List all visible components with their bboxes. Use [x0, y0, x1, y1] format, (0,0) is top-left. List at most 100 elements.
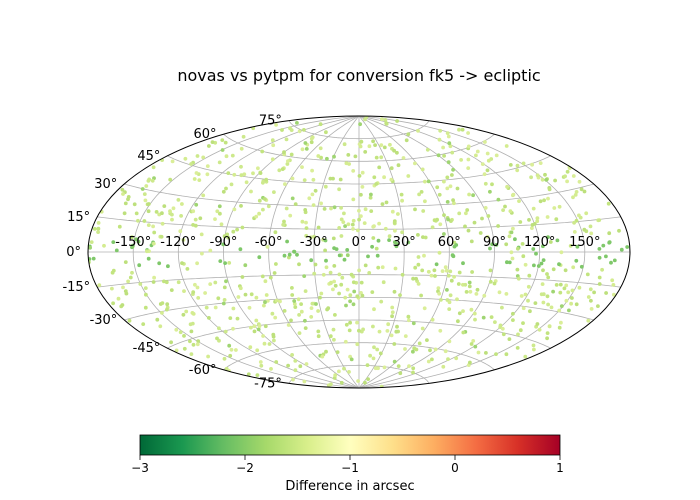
data-point — [492, 281, 497, 286]
data-point — [382, 365, 387, 370]
data-point — [200, 251, 204, 256]
data-point — [261, 207, 265, 212]
data-point — [400, 198, 404, 203]
longitude-gridline — [268, 116, 360, 388]
data-point — [523, 292, 528, 297]
data-point — [219, 222, 224, 227]
data-point — [320, 354, 325, 359]
data-point — [236, 295, 241, 299]
data-point — [159, 234, 164, 239]
data-point — [504, 352, 509, 357]
data-point — [359, 192, 363, 197]
data-point — [365, 363, 370, 367]
data-point — [442, 154, 446, 158]
data-point — [438, 328, 443, 333]
data-point — [437, 291, 442, 296]
data-point — [443, 349, 448, 354]
latitude-tick-label: -75° — [254, 376, 282, 391]
data-point — [297, 331, 302, 335]
data-point — [413, 265, 418, 270]
data-point — [455, 297, 459, 302]
data-point — [442, 179, 446, 184]
data-point — [376, 265, 381, 270]
data-point — [309, 315, 314, 319]
data-point — [337, 226, 342, 230]
data-point — [582, 227, 587, 232]
data-point — [290, 176, 295, 181]
data-point — [333, 313, 337, 317]
data-point — [452, 275, 456, 279]
data-point — [393, 266, 398, 271]
data-point — [111, 301, 115, 306]
data-point — [483, 181, 488, 186]
data-point — [318, 295, 322, 300]
data-point — [264, 293, 269, 297]
data-point — [531, 343, 536, 348]
data-point — [543, 172, 547, 177]
data-point — [411, 349, 415, 354]
data-point — [221, 301, 226, 306]
data-point — [485, 168, 490, 173]
data-point — [373, 366, 378, 371]
data-point — [309, 136, 314, 141]
longitude-gridline — [223, 116, 360, 388]
data-point — [178, 229, 183, 234]
data-point — [332, 337, 336, 342]
data-point — [568, 244, 573, 248]
data-point — [390, 209, 395, 214]
data-point — [482, 293, 487, 298]
data-point — [426, 269, 431, 274]
data-point — [195, 154, 200, 158]
data-point — [287, 252, 292, 257]
data-point — [374, 182, 379, 186]
data-point — [238, 247, 243, 252]
data-point — [523, 354, 528, 359]
data-point — [270, 138, 275, 143]
data-point — [300, 219, 305, 224]
data-point — [193, 223, 198, 228]
longitude-gridline — [358, 116, 405, 388]
data-point — [575, 244, 580, 249]
data-point — [450, 173, 454, 177]
data-point — [519, 294, 524, 298]
data-point — [111, 240, 116, 245]
data-point — [143, 305, 148, 310]
data-point — [351, 218, 356, 223]
data-point — [466, 157, 471, 162]
data-point — [384, 200, 389, 205]
data-point — [124, 291, 129, 296]
data-point — [271, 143, 276, 148]
data-point — [271, 332, 276, 337]
data-point — [293, 368, 298, 373]
data-point — [526, 284, 531, 289]
data-point — [482, 172, 487, 177]
data-point — [150, 178, 155, 183]
data-point — [474, 153, 478, 158]
data-point — [189, 162, 194, 166]
data-point — [316, 154, 321, 158]
data-point — [372, 307, 376, 312]
data-point — [127, 318, 132, 323]
data-point — [224, 186, 228, 191]
data-point — [565, 179, 569, 184]
data-point — [597, 255, 602, 260]
data-point — [449, 278, 454, 283]
data-point — [347, 328, 352, 333]
data-point — [232, 172, 237, 177]
data-point — [567, 308, 571, 313]
data-point — [222, 285, 227, 290]
data-point — [293, 359, 298, 363]
data-point — [351, 197, 356, 202]
data-point — [600, 267, 604, 272]
data-point — [360, 170, 365, 175]
data-point — [207, 144, 211, 148]
data-point — [558, 290, 563, 295]
data-point — [377, 165, 382, 170]
data-point — [395, 119, 399, 123]
data-point — [485, 235, 490, 239]
data-point — [449, 219, 453, 224]
data-point — [220, 138, 225, 143]
data-point — [414, 347, 419, 352]
data-point — [89, 240, 94, 245]
data-point — [296, 297, 301, 302]
